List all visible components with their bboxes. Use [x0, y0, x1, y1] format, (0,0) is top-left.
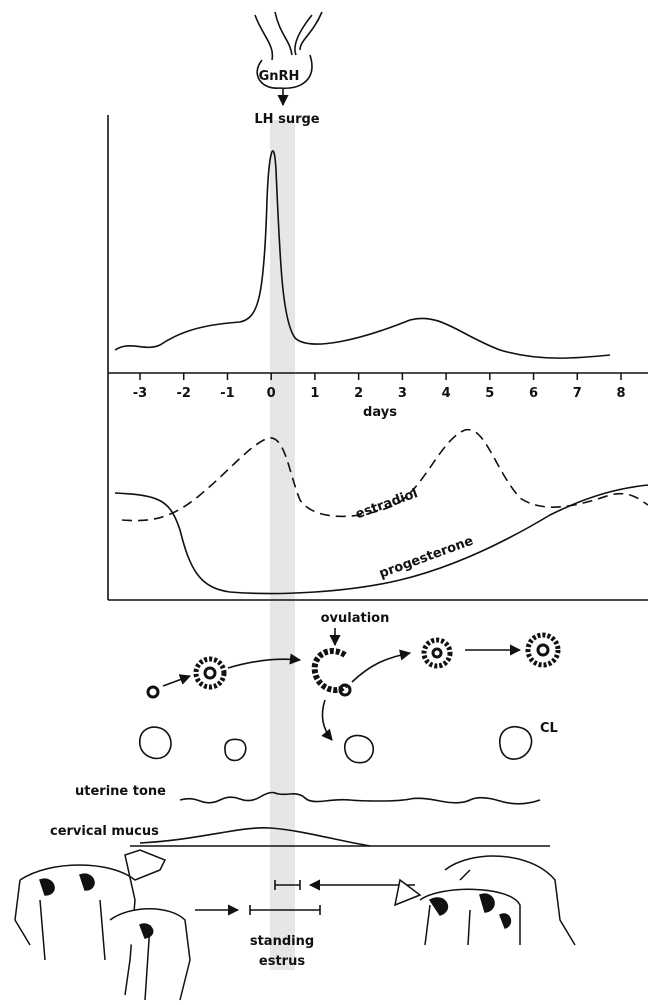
uterine-tone-label: uterine tone — [75, 784, 166, 799]
estradiol-label: estradiol — [354, 486, 420, 522]
cervical-mucus-label: cervical mucus — [50, 824, 159, 839]
uterine-tone-line — [180, 793, 540, 804]
tick-label: 1 — [310, 386, 319, 401]
tick-label: 3 — [398, 386, 407, 401]
tick-label: -2 — [177, 386, 191, 401]
estrus-label: estrus — [259, 954, 305, 969]
ovulation-label: ovulation — [321, 611, 390, 626]
tick-label: -1 — [220, 386, 234, 401]
lh-curve — [115, 151, 610, 358]
cl-label: CL — [540, 721, 558, 736]
cows-left — [15, 850, 190, 1000]
tick-label: -3 — [133, 386, 147, 401]
tick-label: 5 — [485, 386, 494, 401]
tick-label: 0 — [267, 386, 276, 401]
diagram: GnRH LH surge -3 -2 -1 0 1 2 3 4 5 6 7 8 days estra… — [0, 0, 648, 1005]
tick-label: 8 — [616, 386, 625, 401]
corpus-luteum — [140, 727, 532, 763]
ovulation-band — [270, 120, 295, 970]
gnrh-label: GnRH — [259, 69, 300, 84]
standing-label: standing — [250, 934, 314, 949]
tick-label: 2 — [354, 386, 363, 401]
lh-surge-label: LH surge — [254, 112, 319, 127]
axis-label: days — [363, 405, 397, 420]
tick-label: 7 — [573, 386, 582, 401]
tick-label: 6 — [529, 386, 538, 401]
cows-right — [395, 856, 575, 945]
tick-label: 4 — [442, 386, 451, 401]
estrus-bars — [195, 880, 415, 915]
follicles — [148, 635, 558, 697]
mucus-curve — [140, 828, 370, 846]
progesterone-label: progesterone — [377, 534, 475, 582]
